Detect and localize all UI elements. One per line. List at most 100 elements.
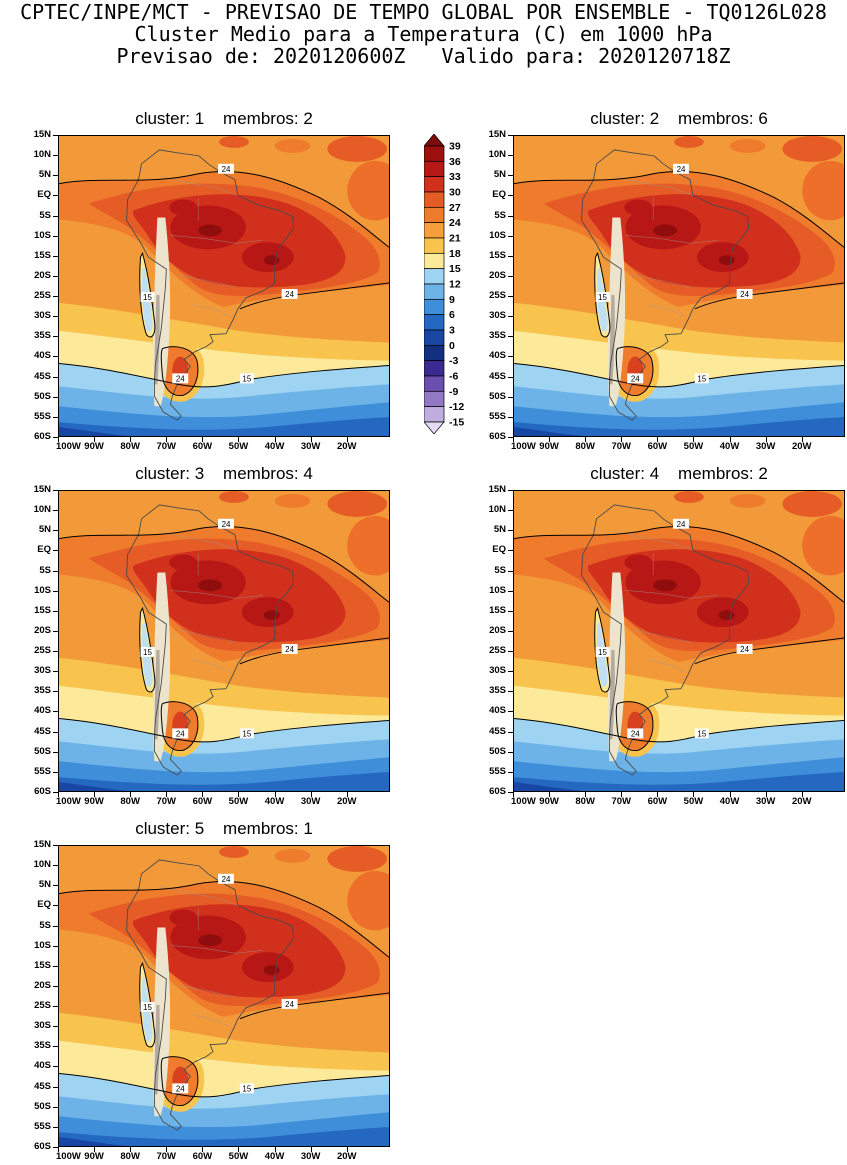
tick-mark bbox=[621, 792, 623, 797]
lat-tick-label: 5N bbox=[493, 169, 506, 181]
colorbar-box bbox=[423, 314, 445, 331]
lon-tick-label: 70W bbox=[611, 796, 632, 807]
tick-mark bbox=[508, 490, 513, 491]
tick-mark bbox=[53, 845, 58, 846]
lat-tick-label: 55S bbox=[489, 410, 506, 422]
tick-mark bbox=[508, 731, 513, 733]
tick-mark bbox=[130, 1147, 132, 1152]
tick-mark bbox=[508, 195, 513, 197]
lon-tick-label: 90W bbox=[539, 796, 559, 807]
lat-tick-label: 20S bbox=[34, 624, 51, 636]
tick-mark bbox=[585, 792, 587, 797]
lat-tick-label: 15S bbox=[34, 959, 51, 971]
lon-tick-label: 40W bbox=[719, 796, 740, 807]
tick-mark bbox=[508, 530, 513, 532]
tick-mark bbox=[94, 792, 96, 797]
tick-mark bbox=[508, 550, 513, 552]
lat-axis: 15N 10N 5N EQ 5S 10S 15S 20S 25S 30S 35S 40S 45S 50S 5… bbox=[16, 130, 58, 442]
tick-mark bbox=[508, 630, 513, 632]
tick-mark bbox=[53, 530, 58, 532]
tick-mark bbox=[53, 296, 58, 298]
lon-tick-label: 30W bbox=[755, 796, 776, 807]
lon-tick-label: 20W bbox=[791, 796, 812, 807]
lon-tick-label: 60W bbox=[647, 796, 668, 807]
lat-tick-label: 10N bbox=[33, 859, 51, 871]
lat-tick-label: 45S bbox=[489, 725, 506, 737]
tick-mark bbox=[94, 1147, 96, 1152]
tick-mark bbox=[53, 135, 58, 136]
tick-mark bbox=[53, 651, 58, 653]
colorbar-box bbox=[423, 160, 445, 178]
tick-mark bbox=[53, 376, 58, 378]
tick-mark bbox=[53, 155, 58, 157]
tick-mark bbox=[53, 275, 58, 277]
lat-axis: 15N 10N 5N EQ 5S 10S 15S 20S 25S 30S 35S 40S 45S 50S 5… bbox=[471, 485, 513, 797]
lat-tick-label: 60S bbox=[34, 786, 51, 797]
lon-tick-label: 40W bbox=[719, 441, 740, 452]
temperature-map bbox=[513, 490, 845, 792]
tick-mark bbox=[53, 1026, 58, 1028]
tick-mark bbox=[53, 1086, 58, 1088]
lat-tick-label: 45S bbox=[34, 370, 51, 382]
tick-mark bbox=[274, 437, 276, 442]
tick-mark bbox=[53, 1106, 58, 1108]
lon-tick-label: 80W bbox=[575, 796, 595, 807]
lat-tick-label: 25S bbox=[34, 290, 51, 302]
tick-mark bbox=[729, 792, 731, 797]
lat-tick-label: 50S bbox=[34, 745, 51, 757]
lon-tick-label: 40W bbox=[264, 796, 285, 807]
lat-tick-label: EQ bbox=[492, 544, 506, 556]
lat-tick-label: 15S bbox=[34, 249, 51, 261]
lat-tick-label: 10N bbox=[33, 504, 51, 516]
lon-tick-label: 90W bbox=[539, 441, 559, 452]
lon-tick-label: 70W bbox=[156, 796, 177, 807]
tick-mark bbox=[58, 792, 59, 797]
tick-mark bbox=[53, 215, 58, 217]
lat-tick-label: 35S bbox=[34, 1040, 51, 1052]
tick-mark bbox=[53, 1066, 58, 1068]
lat-tick-label: 10S bbox=[34, 939, 51, 951]
lon-tick-label: 100W bbox=[511, 441, 536, 452]
temperature-map bbox=[58, 135, 390, 437]
panel-title: cluster: 1 membros: 2 bbox=[135, 109, 313, 128]
lat-tick-label: 30S bbox=[489, 310, 506, 322]
tick-mark bbox=[765, 792, 767, 797]
lon-tick-label: 50W bbox=[228, 441, 249, 452]
tick-mark bbox=[346, 437, 348, 442]
lon-axis: 100W 90W 80W 70W 60W 50W 40W 30W 20W bbox=[56, 792, 390, 810]
tick-mark bbox=[53, 336, 58, 338]
lat-tick-label: 55S bbox=[489, 765, 506, 777]
lat-tick-label: 50S bbox=[34, 1100, 51, 1112]
tick-mark bbox=[53, 1006, 58, 1008]
tick-mark bbox=[53, 416, 58, 418]
tick-mark bbox=[202, 792, 204, 797]
lat-tick-label: 30S bbox=[34, 665, 51, 677]
tick-mark bbox=[53, 175, 58, 177]
tick-mark bbox=[310, 437, 312, 442]
lat-tick-label: 55S bbox=[34, 410, 51, 422]
tick-mark bbox=[53, 437, 58, 438]
tick-mark bbox=[53, 751, 58, 753]
lat-tick-label: 5S bbox=[39, 919, 51, 931]
lon-tick-label: 20W bbox=[336, 796, 357, 807]
lat-tick-label: 10S bbox=[489, 584, 506, 596]
lat-tick-label: 15N bbox=[33, 129, 51, 140]
tick-mark bbox=[621, 437, 623, 442]
tick-mark bbox=[166, 792, 168, 797]
lat-tick-label: 15S bbox=[34, 604, 51, 616]
tick-mark bbox=[657, 437, 659, 442]
lat-tick-label: 10S bbox=[489, 229, 506, 241]
colorbar-label: 9 bbox=[449, 294, 455, 306]
colorbar-label: 18 bbox=[449, 248, 461, 260]
tick-mark bbox=[513, 792, 514, 797]
tick-mark bbox=[508, 792, 513, 793]
lat-tick-label: 35S bbox=[34, 330, 51, 342]
panel-title: cluster: 3 membros: 4 bbox=[135, 464, 313, 483]
lat-tick-label: 40S bbox=[34, 350, 51, 362]
tick-mark bbox=[53, 1147, 58, 1148]
tick-mark bbox=[549, 437, 551, 442]
lat-tick-label: 30S bbox=[34, 1020, 51, 1032]
lat-tick-label: 45S bbox=[489, 370, 506, 382]
lon-tick-label: 50W bbox=[683, 441, 704, 452]
lat-tick-label: 60S bbox=[34, 431, 51, 442]
